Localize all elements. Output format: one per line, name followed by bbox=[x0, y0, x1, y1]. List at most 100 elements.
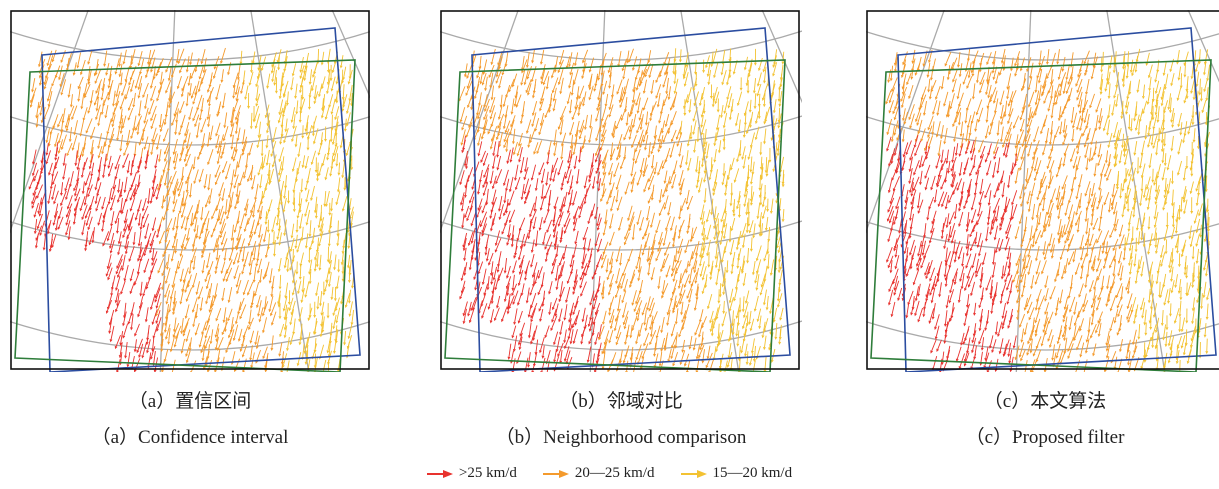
velocity-arrow bbox=[156, 310, 161, 322]
velocity-arrow bbox=[701, 153, 705, 165]
arrow-head bbox=[608, 262, 612, 266]
arrow-head bbox=[714, 101, 718, 105]
velocity-arrow bbox=[695, 267, 699, 282]
velocity-arrow bbox=[746, 118, 752, 132]
velocity-arrow bbox=[493, 141, 497, 154]
velocity-arrow bbox=[149, 49, 156, 63]
velocity-arrow bbox=[109, 309, 115, 323]
velocity-arrow bbox=[349, 289, 351, 301]
arrow-head bbox=[167, 168, 171, 172]
arrow-head bbox=[304, 187, 308, 191]
velocity-arrow bbox=[685, 52, 689, 65]
arrow-head bbox=[699, 217, 703, 221]
arrow-head bbox=[579, 277, 583, 281]
velocity-arrow bbox=[284, 128, 289, 141]
velocity-arrow bbox=[674, 48, 677, 60]
velocity-arrow bbox=[597, 171, 601, 182]
arrow-head bbox=[139, 293, 143, 297]
velocity-arrow bbox=[342, 195, 348, 209]
arrow-head bbox=[330, 111, 334, 115]
arrow-head bbox=[278, 316, 282, 320]
velocity-arrow bbox=[467, 73, 473, 87]
velocity-arrow bbox=[603, 219, 608, 234]
velocity-arrow bbox=[289, 297, 294, 309]
arrow-head bbox=[110, 223, 114, 227]
arrow-head bbox=[510, 111, 514, 115]
velocity-arrow bbox=[554, 349, 557, 360]
velocity-arrow bbox=[723, 223, 728, 237]
arrow-head bbox=[190, 371, 193, 372]
velocity-arrow bbox=[236, 86, 240, 99]
arrow-head bbox=[762, 104, 766, 108]
velocity-arrow bbox=[165, 227, 170, 241]
arrow-head bbox=[634, 149, 638, 153]
arrow-head bbox=[320, 312, 324, 316]
velocity-arrow bbox=[482, 223, 487, 235]
arrow-head bbox=[178, 132, 182, 136]
velocity-arrow bbox=[130, 197, 136, 209]
arrow-head bbox=[745, 230, 749, 234]
velocity-arrow bbox=[52, 49, 57, 60]
velocity-arrow bbox=[471, 297, 477, 309]
velocity-arrow bbox=[483, 59, 488, 73]
velocity-arrow bbox=[274, 69, 277, 83]
velocity-arrow bbox=[259, 307, 264, 320]
velocity-arrow bbox=[342, 239, 345, 252]
arrow-head bbox=[270, 322, 274, 326]
arrow-head bbox=[289, 322, 293, 326]
arrow-head bbox=[114, 345, 118, 350]
velocity-arrow bbox=[178, 175, 185, 189]
arrow-head bbox=[493, 317, 497, 322]
velocity-arrow bbox=[253, 204, 256, 216]
velocity-arrow bbox=[182, 190, 185, 204]
velocity-arrow bbox=[492, 155, 496, 167]
arrow-head bbox=[741, 234, 744, 239]
velocity-arrow bbox=[749, 310, 752, 323]
arrow-head bbox=[655, 95, 659, 99]
arrow-head bbox=[117, 274, 120, 279]
velocity-arrow bbox=[231, 111, 235, 125]
velocity-arrow bbox=[528, 223, 532, 237]
arrow-head bbox=[710, 333, 714, 337]
velocity-arrow bbox=[539, 217, 543, 229]
velocity-arrow bbox=[714, 212, 719, 227]
velocity-arrow bbox=[221, 146, 225, 157]
arrow-head bbox=[636, 110, 640, 114]
arrow-head bbox=[137, 243, 141, 247]
velocity-arrow bbox=[624, 316, 629, 327]
arrow-head bbox=[692, 266, 696, 271]
arrow-head bbox=[501, 72, 505, 76]
arrow-head bbox=[315, 264, 319, 268]
arrow-head bbox=[298, 342, 302, 346]
arrow-head bbox=[200, 129, 204, 134]
arrow-head bbox=[609, 320, 612, 324]
arrow-head bbox=[117, 190, 121, 194]
arrow-head bbox=[205, 228, 209, 232]
arrow-head bbox=[725, 270, 729, 274]
velocity-arrow bbox=[43, 233, 47, 248]
velocity-arrow bbox=[123, 49, 127, 62]
arrow-head bbox=[282, 94, 286, 99]
velocity-arrow bbox=[237, 127, 241, 139]
velocity-arrow bbox=[693, 337, 697, 348]
arrow-head bbox=[233, 276, 237, 280]
arrow-head bbox=[676, 143, 680, 147]
velocity-arrow bbox=[547, 241, 553, 254]
velocity-arrow bbox=[656, 84, 662, 97]
arrow-head bbox=[220, 156, 223, 160]
velocity-arrow bbox=[528, 352, 531, 365]
velocity-arrow bbox=[725, 181, 728, 194]
velocity-arrow bbox=[553, 225, 557, 236]
arrow-head bbox=[161, 369, 164, 372]
velocity-arrow bbox=[173, 290, 176, 303]
arrow-head bbox=[336, 189, 340, 193]
velocity-arrow bbox=[88, 66, 91, 80]
arrow-head bbox=[301, 135, 305, 139]
velocity-arrow bbox=[30, 94, 35, 106]
arrow-head bbox=[517, 257, 521, 261]
velocity-arrow bbox=[145, 150, 149, 162]
arrow-head bbox=[573, 166, 577, 170]
velocity-arrow bbox=[305, 233, 309, 246]
arrow-head bbox=[595, 118, 598, 122]
velocity-arrow bbox=[767, 254, 770, 267]
